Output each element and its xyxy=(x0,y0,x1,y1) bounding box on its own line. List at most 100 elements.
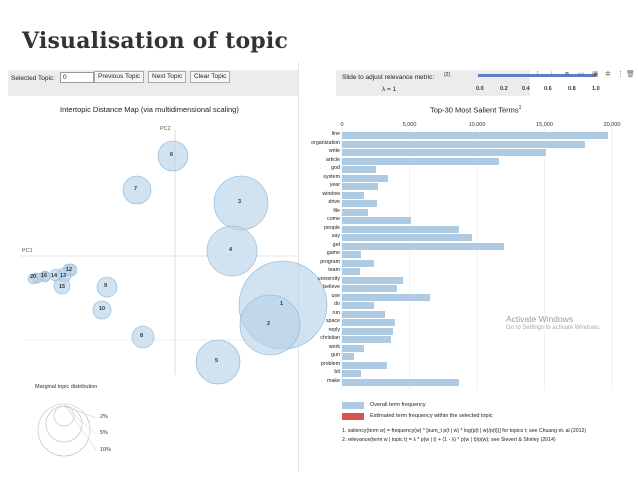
more-icon[interactable]: ⋮ xyxy=(617,71,624,78)
term-label[interactable]: space xyxy=(325,318,340,324)
term-bar[interactable] xyxy=(342,166,376,173)
topic-circle-2[interactable] xyxy=(239,294,301,356)
term-label[interactable]: come xyxy=(327,216,340,222)
topic-label-10[interactable]: 10 xyxy=(99,306,106,312)
clear-topic-button[interactable]: Clear Topic xyxy=(190,71,231,83)
topic-circle-5[interactable] xyxy=(195,339,241,385)
next-topic-button[interactable]: Next Topic xyxy=(148,71,187,83)
topic-label-1[interactable]: 1 xyxy=(280,301,284,307)
topic-label-3[interactable]: 3 xyxy=(238,199,242,205)
term-label[interactable]: believe xyxy=(323,284,340,290)
term-label[interactable]: get xyxy=(332,241,340,248)
term-bar[interactable] xyxy=(342,378,460,386)
slider-track[interactable] xyxy=(478,74,596,77)
topic-circle-10[interactable] xyxy=(92,300,112,320)
term-label[interactable]: game xyxy=(326,250,340,256)
term-label[interactable]: file xyxy=(333,207,340,214)
term-bar[interactable] xyxy=(342,353,355,360)
image-icon[interactable]: ▣ xyxy=(592,71,599,78)
term-label[interactable]: program xyxy=(320,258,340,265)
term-bar[interactable] xyxy=(342,234,472,241)
term-bar[interactable] xyxy=(342,259,375,267)
term-label[interactable]: team xyxy=(328,267,340,273)
term-label[interactable]: write xyxy=(328,148,340,154)
previous-topic-button[interactable]: Previous Topic xyxy=(94,71,145,83)
term-label[interactable]: problem xyxy=(320,360,340,367)
term-bar[interactable] xyxy=(342,370,361,377)
term-label[interactable]: use xyxy=(331,292,340,299)
topic-label-15[interactable]: 15 xyxy=(59,284,66,290)
term-label[interactable]: christian xyxy=(320,335,340,341)
term-bar[interactable] xyxy=(342,361,387,369)
term-bar[interactable] xyxy=(342,344,364,352)
term-label[interactable]: make xyxy=(327,377,340,384)
term-label[interactable]: god xyxy=(331,165,340,171)
link-icon[interactable]: ⚭ xyxy=(564,71,570,78)
relevance-slider[interactable]: 0.0 0.2 0.4 0.6 0.8 1.0 ↑ ↓ ⚭ ▭ ▣ ✲ ⋮ 🗑 xyxy=(476,70,636,96)
term-label[interactable]: people xyxy=(324,224,340,231)
term-label[interactable]: do xyxy=(334,301,340,307)
term-label[interactable]: run xyxy=(332,309,340,316)
term-bar[interactable] xyxy=(342,217,411,224)
term-bar[interactable] xyxy=(342,140,585,148)
topic-circle-4[interactable] xyxy=(206,225,258,277)
term-label[interactable]: year xyxy=(329,182,340,188)
up-arrow-icon[interactable]: ↑ xyxy=(536,70,540,77)
topic-label-5[interactable]: 5 xyxy=(215,358,219,364)
topic-label-2[interactable]: 2 xyxy=(267,321,271,327)
term-bar[interactable] xyxy=(342,191,364,199)
topic-circle-9[interactable] xyxy=(96,276,118,298)
topic-label-12[interactable]: 12 xyxy=(66,267,73,273)
term-bar[interactable] xyxy=(342,319,395,326)
term-bar[interactable] xyxy=(342,336,391,343)
topic-label-14[interactable]: 14 xyxy=(51,273,58,279)
term-bar[interactable] xyxy=(342,225,460,233)
term-label[interactable]: gun xyxy=(331,352,340,358)
term-label[interactable]: line xyxy=(331,131,340,137)
term-label[interactable]: reply xyxy=(328,326,340,333)
topic-label-16[interactable]: 16 xyxy=(41,273,48,279)
topic-label-20[interactable]: 20 xyxy=(30,274,37,280)
term-label[interactable]: system xyxy=(323,173,340,180)
term-bar[interactable] xyxy=(342,174,388,182)
comment-icon[interactable]: ▭ xyxy=(578,71,585,78)
term-bar[interactable] xyxy=(342,276,403,284)
term-bar[interactable] xyxy=(342,183,379,190)
term-bar[interactable] xyxy=(342,251,361,258)
term-bar[interactable] xyxy=(342,208,368,216)
term-bar[interactable] xyxy=(342,285,398,292)
topic-circle-8[interactable] xyxy=(131,325,155,349)
delete-icon[interactable]: 🗑 xyxy=(626,71,635,78)
topic-circle-15[interactable] xyxy=(53,277,71,295)
topic-label-7[interactable]: 7 xyxy=(134,186,138,192)
term-bar[interactable] xyxy=(342,268,360,275)
term-bar[interactable] xyxy=(342,327,394,335)
topic-label-4[interactable]: 4 xyxy=(229,247,233,253)
term-bar[interactable] xyxy=(342,302,375,309)
topic-circle-6[interactable] xyxy=(157,140,189,172)
term-bar[interactable] xyxy=(342,242,504,250)
term-label[interactable]: work xyxy=(328,343,340,350)
topic-label-13[interactable]: 13 xyxy=(60,273,67,279)
selected-topic-input[interactable]: 0 xyxy=(60,72,94,83)
settings-icon[interactable]: ✲ xyxy=(605,71,611,78)
topic-label-6[interactable]: 6 xyxy=(170,152,174,158)
term-bar[interactable] xyxy=(342,132,608,139)
term-label[interactable]: window xyxy=(322,190,340,197)
term-label[interactable]: university xyxy=(317,275,340,282)
term-bar[interactable] xyxy=(342,293,430,301)
term-label[interactable]: drive xyxy=(328,199,340,205)
topic-circle-7[interactable] xyxy=(122,175,152,205)
term-bar[interactable] xyxy=(342,200,378,207)
term-bar[interactable] xyxy=(342,149,546,156)
topic-circle-20[interactable] xyxy=(27,273,39,285)
term-bar[interactable] xyxy=(342,157,499,165)
term-label[interactable]: bit xyxy=(334,369,340,375)
topic-label-8[interactable]: 8 xyxy=(140,333,144,339)
term-bar[interactable] xyxy=(342,310,386,318)
term-label[interactable]: article xyxy=(325,156,340,163)
down-arrow-icon[interactable]: ↓ xyxy=(550,70,554,77)
topic-label-9[interactable]: 9 xyxy=(104,283,108,289)
term-label[interactable]: say xyxy=(331,233,340,239)
term-label[interactable]: organization xyxy=(311,139,340,146)
